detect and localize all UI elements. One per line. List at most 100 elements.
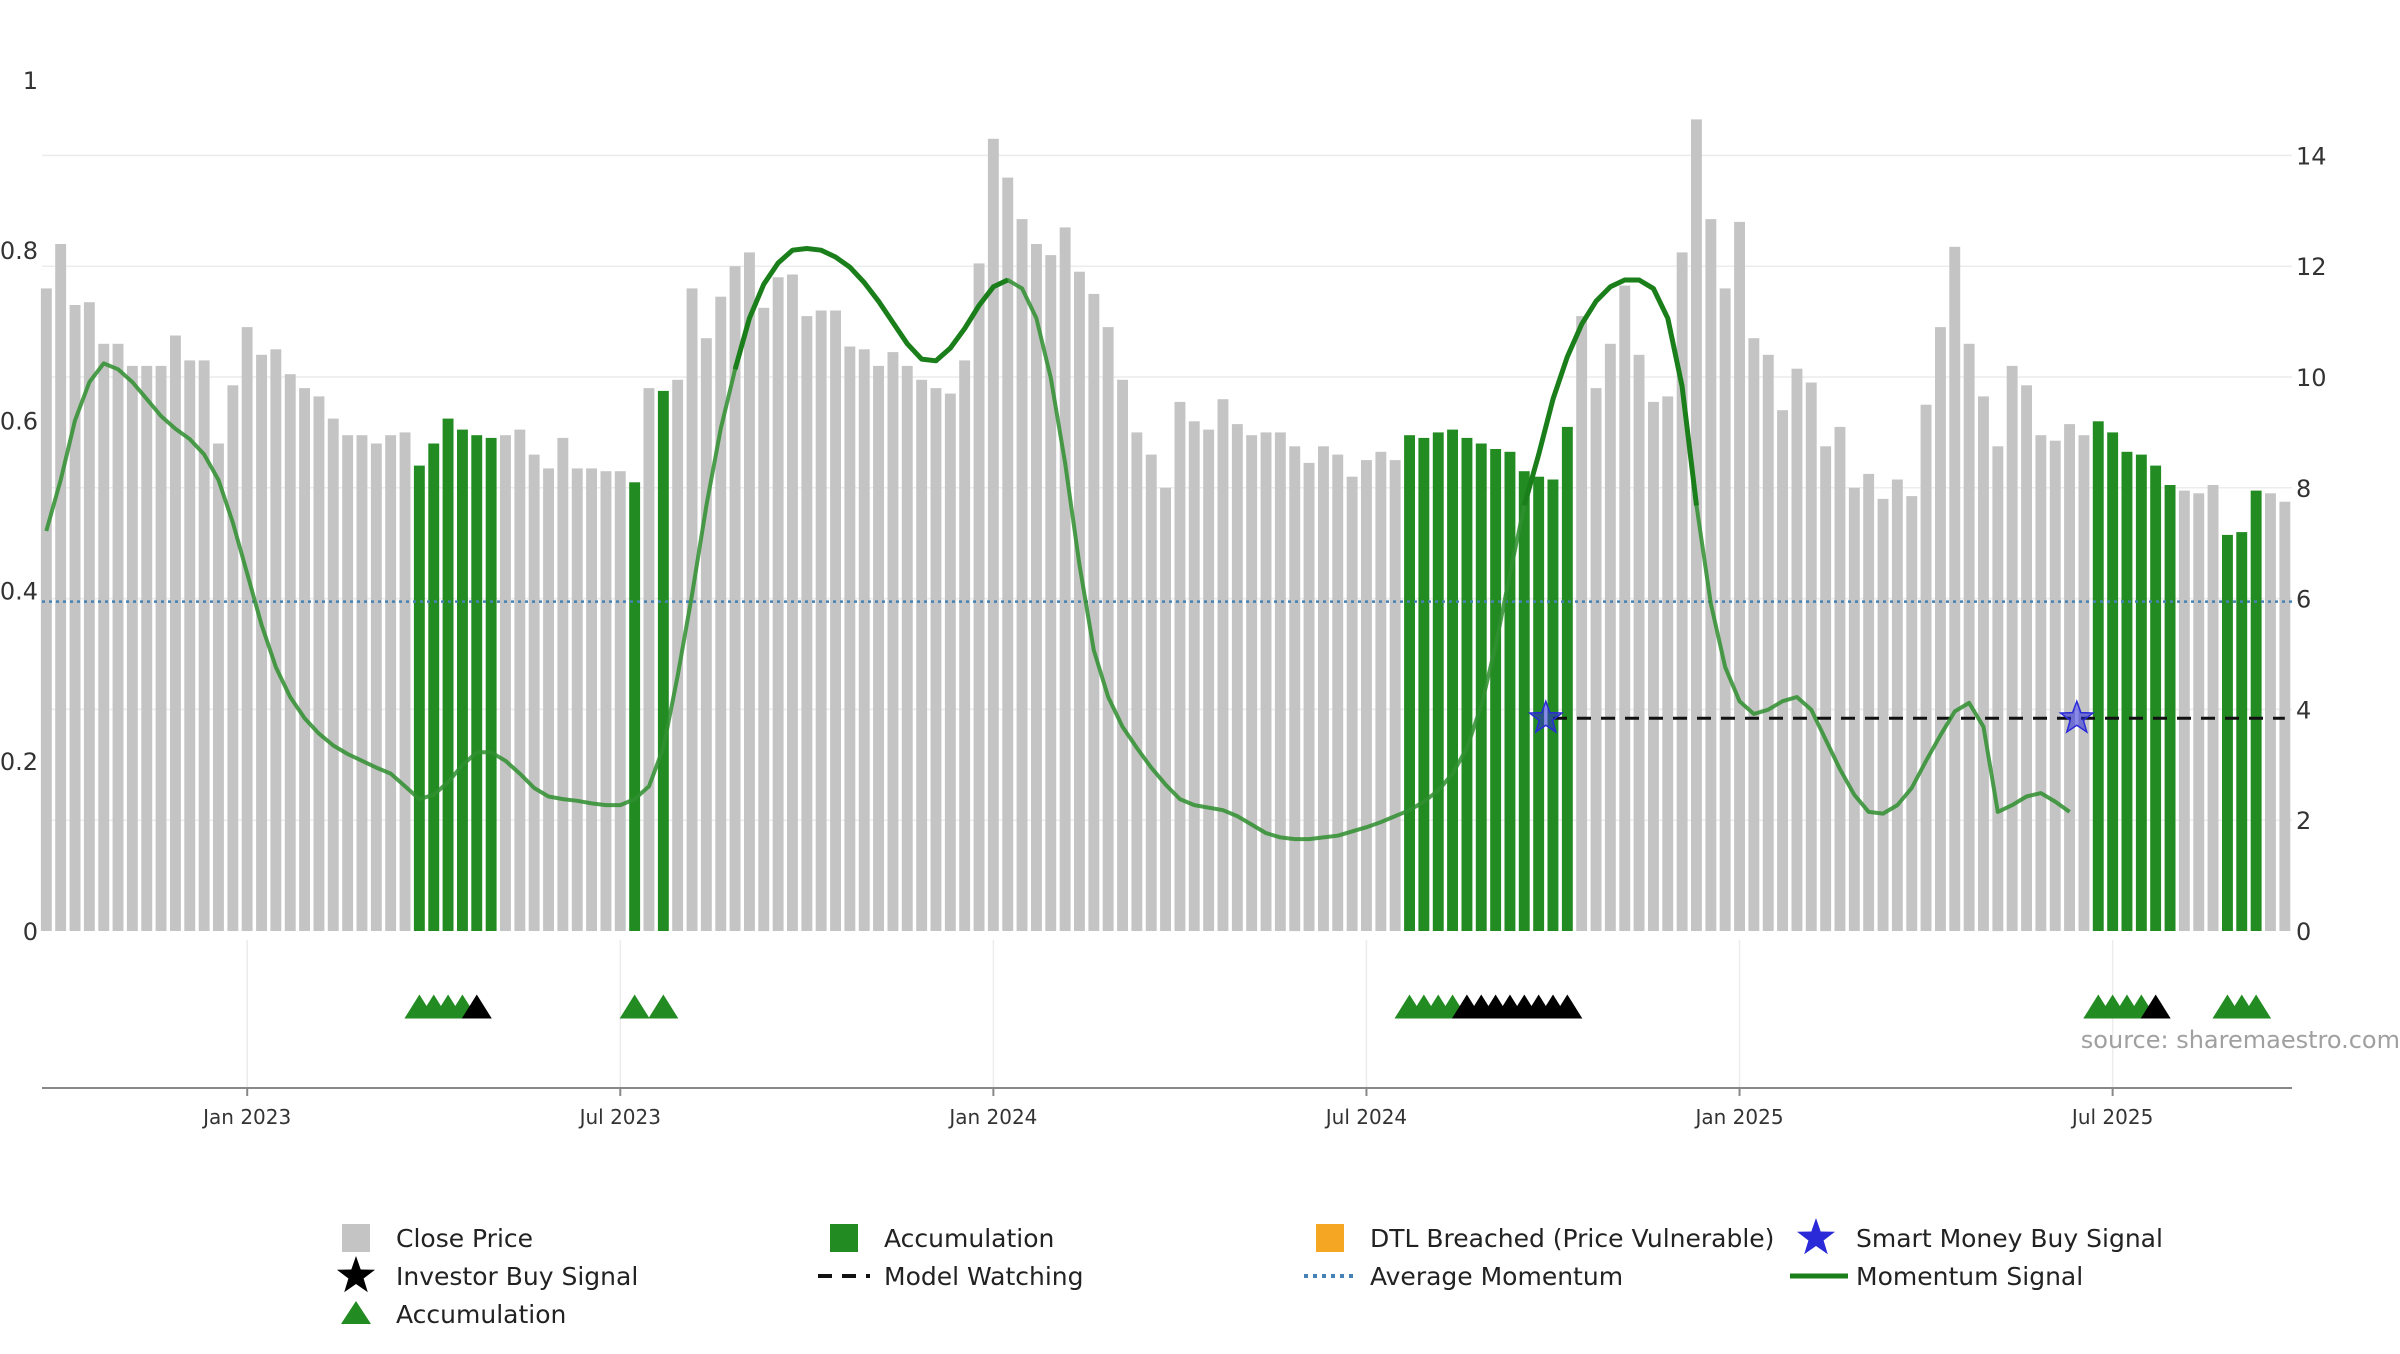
close-price-bar [1274, 432, 1286, 931]
legend-swatch-dtl [1316, 1224, 1344, 1252]
close-price-bar [987, 138, 999, 932]
close-price-bar [1648, 401, 1659, 931]
close-price-bar [2021, 385, 2032, 931]
legend-label: Smart Money Buy Signal [1856, 1224, 2163, 1253]
accumulation-bar [471, 435, 483, 931]
accumulation-bar [1418, 437, 1430, 931]
accumulation-bar [1504, 451, 1516, 931]
left-tick-label: 1 [23, 67, 38, 95]
close-price-bar [1361, 460, 1372, 931]
close-price-bar [930, 388, 942, 932]
close-price-bar [2078, 435, 2090, 931]
close-price-bar [1289, 446, 1301, 932]
left-tick-label: 0 [23, 918, 38, 946]
close-price-bar [1375, 451, 1387, 931]
legend-item: Momentum Signal [1790, 1262, 2083, 1291]
accumulation-bar [2164, 485, 2176, 931]
accumulation-bar [2222, 534, 2233, 931]
close-price-bar [2006, 365, 2018, 931]
close-price-bar [270, 349, 282, 931]
close-price-bar [241, 327, 253, 932]
accumulation-marker [619, 994, 650, 1019]
left-tick-label: 0.2 [0, 748, 38, 776]
momentum-signal-peak [1521, 277, 1699, 507]
close-price-bar [1160, 487, 1171, 931]
close-price-bar [758, 307, 770, 932]
x-tick-label: Jul 2024 [1324, 1105, 1407, 1129]
close-price-bar [198, 360, 210, 931]
close-price-bar [1891, 479, 1903, 931]
legend-star-icon [1797, 1218, 1835, 1255]
close-price-bar [543, 468, 554, 931]
accumulation-bar [428, 443, 440, 931]
close-price-bar [1117, 379, 1128, 931]
close-price-bar [1805, 382, 1817, 931]
legend-label: Close Price [396, 1224, 533, 1253]
accumulation-bar [1547, 479, 1559, 931]
accumulation-bar [442, 418, 454, 932]
accumulation-bar [1432, 432, 1444, 931]
close-price-bar [112, 343, 124, 931]
close-price-bar [1978, 396, 1989, 931]
smart-money-buy-star [2058, 699, 2095, 734]
close-price-bar [69, 305, 81, 931]
close-price-bar [2279, 501, 2291, 931]
accumulation-bar [2107, 432, 2119, 931]
legend-item: Smart Money Buy Signal [1797, 1218, 2163, 1255]
close-price-bar [1748, 338, 1760, 931]
accumulation-bar [2135, 454, 2147, 931]
close-price-bar [1834, 426, 1846, 931]
close-price-bar [1920, 404, 1932, 931]
close-price-bar [1963, 343, 1975, 931]
close-price-bar [844, 346, 856, 931]
legend-label: DTL Breached (Price Vulnerable) [1370, 1224, 1774, 1253]
marker-strip [404, 994, 2272, 1019]
close-price-bar [1260, 432, 1272, 931]
close-price-bar [1906, 496, 1918, 931]
investor-buy-marker [1552, 994, 1583, 1019]
x-tick-label: Jan 2025 [1693, 1105, 1783, 1129]
accumulation-bar [2092, 421, 2104, 931]
accumulation-marker [648, 994, 679, 1019]
close-price-bar [284, 374, 296, 931]
accumulation-bar [413, 465, 425, 931]
close-price-bar [1992, 446, 2004, 932]
momentum-signal-line [44, 246, 2071, 842]
close-price-bar [1691, 119, 1702, 931]
close-price-bar [55, 244, 67, 931]
close-price-bar [772, 277, 784, 931]
legend-label: Accumulation [884, 1224, 1054, 1253]
close-price-bar [973, 263, 985, 931]
x-tick-label: Jan 2024 [947, 1105, 1037, 1129]
close-price-bar [600, 471, 612, 931]
legend-label: Accumulation [396, 1300, 566, 1329]
close-price-bar [83, 302, 95, 931]
legend-label: Model Watching [884, 1262, 1084, 1291]
close-price-bar [1619, 285, 1631, 932]
close-price-bar [1676, 252, 1688, 931]
close-price-bar [2064, 424, 2075, 931]
close-price-bar [141, 365, 153, 931]
accumulation-bar [1461, 437, 1473, 931]
right-tick-label: 6 [2296, 586, 2311, 614]
close-price-bar [1174, 401, 1186, 931]
left-tick-label: 0.8 [0, 237, 38, 265]
close-price-bar [571, 468, 583, 931]
close-price-bar [1848, 487, 1860, 931]
close-price-bar [1303, 462, 1315, 931]
close-price-bar [1246, 435, 1258, 931]
right-tick-label: 2 [2296, 807, 2311, 835]
close-price-bar [1935, 327, 1946, 932]
close-price-bar [1820, 446, 1832, 932]
source-label: source: sharemaestro.com [2081, 1026, 2400, 1054]
accumulation-bar [657, 390, 669, 931]
close-price-bar [830, 310, 841, 931]
accumulation-bar [629, 482, 641, 931]
close-price-bar [2207, 485, 2219, 931]
close-price-bar [2193, 493, 2205, 931]
close-price-bar [1705, 219, 1717, 932]
accumulation-bar [1404, 435, 1415, 931]
close-price-bar [313, 396, 325, 931]
